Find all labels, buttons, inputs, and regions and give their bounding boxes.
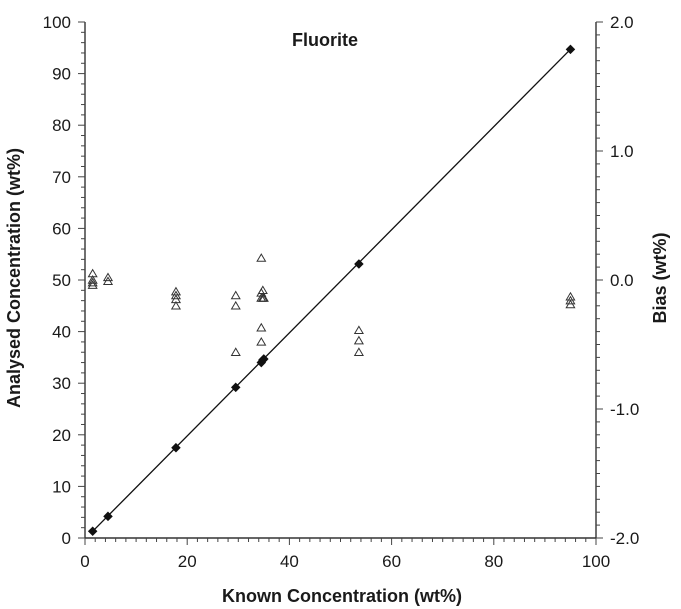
y-tick-label: 0 bbox=[62, 529, 71, 548]
y-tick-label: 100 bbox=[43, 13, 71, 32]
bias-point bbox=[102, 272, 114, 282]
bias-point bbox=[353, 325, 364, 335]
y2-minor-ticks bbox=[596, 21, 603, 539]
bias-point bbox=[230, 347, 241, 356]
known-vs-analysed-point bbox=[171, 442, 181, 453]
y2-tick-label: -1.0 bbox=[610, 400, 639, 419]
bias-point bbox=[230, 300, 241, 310]
bias-point bbox=[353, 335, 364, 345]
known-vs-analysed-point bbox=[565, 44, 576, 55]
bias-point bbox=[565, 299, 576, 309]
known-vs-analysed-point bbox=[230, 382, 241, 393]
y2-tick-label: -2.0 bbox=[610, 529, 639, 548]
bias-point bbox=[256, 336, 267, 346]
y-tick-label: 10 bbox=[52, 477, 71, 496]
bias-point bbox=[353, 347, 364, 356]
data-points bbox=[87, 44, 576, 537]
x-tick-label: 20 bbox=[178, 552, 197, 571]
x-tick-labels: 0 20 40 60 80 100 bbox=[80, 552, 610, 571]
chart-title: Fluorite bbox=[292, 30, 358, 50]
known-vs-analysed-point bbox=[103, 511, 113, 522]
y-tick-label: 20 bbox=[52, 426, 71, 445]
y-axis-title: Analysed Concentration (wt%) bbox=[4, 148, 24, 408]
bias-point bbox=[256, 253, 267, 262]
bias-point bbox=[230, 290, 241, 300]
y2-axis-title: Bias (wt%) bbox=[650, 232, 670, 323]
y-tick-label: 60 bbox=[52, 219, 71, 238]
bias-point bbox=[87, 277, 98, 287]
bias-point bbox=[256, 322, 267, 332]
x-tick-label: 60 bbox=[382, 552, 401, 571]
x-axis-title: Known Concentration (wt%) bbox=[222, 586, 462, 606]
y-tick-label: 80 bbox=[52, 116, 71, 135]
fit-line-group bbox=[92, 48, 571, 532]
y2-tick-labels: -2.0 -1.0 0.0 1.0 2.0 bbox=[610, 13, 639, 548]
x-tick-label: 80 bbox=[484, 552, 503, 571]
y-tick-label: 90 bbox=[52, 65, 71, 84]
bias-point bbox=[87, 275, 98, 284]
y-tick-label: 30 bbox=[52, 374, 71, 393]
bias-point bbox=[565, 295, 576, 305]
x-tick-label: 0 bbox=[80, 552, 89, 571]
y-tick-labels: 0 10 20 30 40 50 60 70 80 90 100 bbox=[43, 13, 71, 548]
x-minor-ticks bbox=[84, 538, 597, 545]
plot-frame bbox=[84, 22, 597, 539]
y2-tick-label: 2.0 bbox=[610, 13, 634, 32]
y-minor-ticks bbox=[78, 21, 85, 539]
bias-point bbox=[170, 300, 182, 310]
y-tick-label: 40 bbox=[52, 323, 71, 342]
fit-line bbox=[92, 48, 571, 532]
y-tick-label: 70 bbox=[52, 168, 71, 187]
y-tick-label: 50 bbox=[52, 271, 71, 290]
bias-point bbox=[258, 293, 269, 302]
known-vs-analysed-point bbox=[259, 354, 269, 364]
x-tick-label: 40 bbox=[280, 552, 299, 571]
x-tick-label: 100 bbox=[582, 552, 610, 571]
y2-tick-label: 1.0 bbox=[610, 142, 634, 161]
bias-point bbox=[87, 280, 98, 289]
known-vs-analysed-point bbox=[354, 259, 364, 269]
y2-tick-label: 0.0 bbox=[610, 271, 634, 290]
bias-point bbox=[170, 290, 182, 300]
bias-point bbox=[102, 276, 114, 286]
known-vs-analysed-point bbox=[87, 526, 98, 537]
